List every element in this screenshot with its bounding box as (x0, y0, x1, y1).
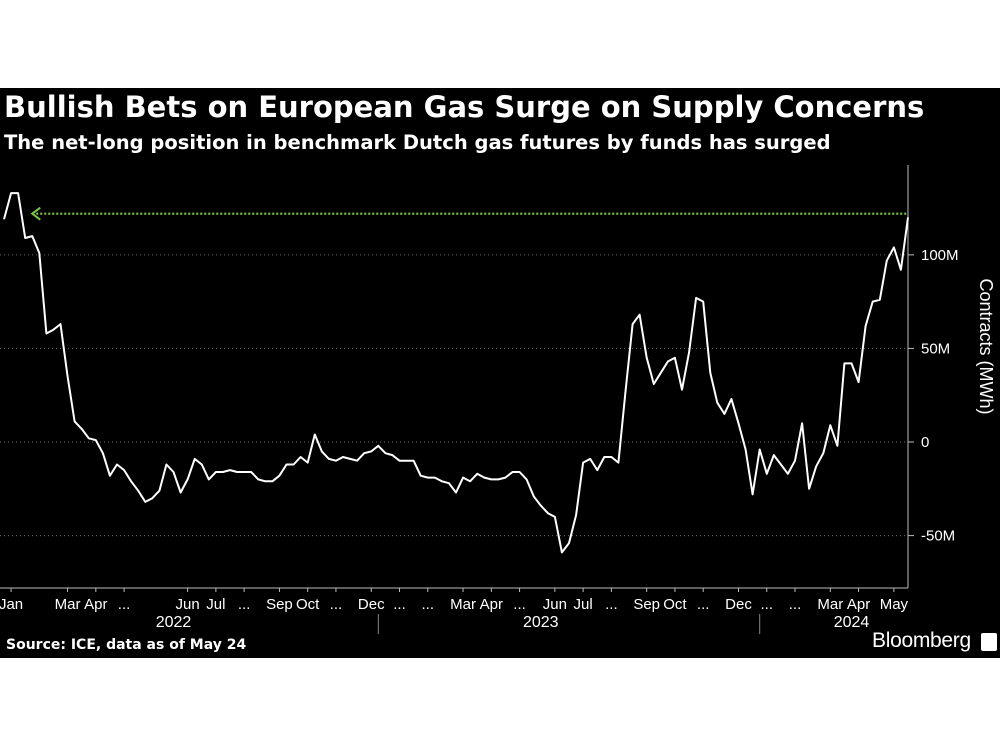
grid-lines (0, 254, 908, 537)
chart-subtitle: The net-long position in benchmark Dutch… (4, 131, 831, 154)
y-tick-label: -50M (921, 528, 955, 545)
bloomberg-logo: Bloomberg (872, 629, 971, 652)
x-tick-label: May (880, 596, 909, 613)
axes (0, 165, 914, 634)
y-tick-label: 50M (921, 340, 950, 357)
bloomberg-chart-icon (981, 633, 997, 651)
y-axis-title: Contracts (MWh) (976, 278, 996, 414)
reference-arrow (30, 206, 41, 221)
x-tick-label: Oct (296, 596, 320, 613)
x-tick-label: ... (760, 596, 773, 613)
x-tick-label: Dec (725, 596, 752, 613)
x-tick-label: ... (697, 596, 710, 613)
x-tick-label: ... (789, 596, 802, 613)
x-tick-label: Jul (574, 596, 593, 613)
x-tick-label: Oct (663, 596, 687, 613)
x-tick-label: ... (238, 596, 251, 613)
series-group (3, 192, 909, 554)
reference-line-group (30, 206, 908, 221)
y-tick-label: 100M (921, 247, 959, 264)
chart-title: Bullish Bets on European Gas Surge on Su… (4, 90, 925, 124)
x-tick-label: Apr (480, 596, 503, 613)
x-tick-label: ... (421, 596, 434, 613)
x-tick-label: Jul (206, 596, 225, 613)
x-tick-label: Sep (633, 596, 660, 613)
x-tick-label: Dec (358, 596, 385, 613)
year-label: 2024 (834, 614, 870, 631)
chart-panel (0, 88, 1000, 658)
year-label: 2022 (156, 614, 192, 631)
source-note: Source: ICE, data as of May 24 (6, 637, 247, 653)
x-tick-label: ... (330, 596, 343, 613)
x-tick-label: ... (513, 596, 526, 613)
x-tick-label: ... (605, 596, 618, 613)
x-tick-label: Mar (55, 596, 81, 613)
y-tick-label: 0 (921, 434, 929, 451)
x-tick-label: Jan (0, 596, 23, 613)
x-tick-label: ... (393, 596, 406, 613)
x-tick-label: ... (118, 596, 131, 613)
x-tick-label: Jun (543, 596, 567, 613)
series-line (3, 192, 909, 554)
x-tick-label: Sep (266, 596, 293, 613)
year-label: 2023 (523, 614, 559, 631)
x-tick-label: Mar (817, 596, 843, 613)
x-tick-label: Apr (84, 596, 107, 613)
x-tick-label: Mar (450, 596, 476, 613)
x-tick-label: Apr (847, 596, 870, 613)
x-tick-label: Jun (176, 596, 200, 613)
